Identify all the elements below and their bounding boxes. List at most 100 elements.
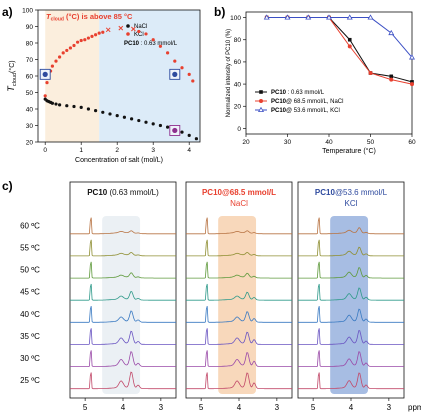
highlight-band (330, 216, 369, 394)
x-tick-label: 4 (349, 403, 354, 412)
legend-label-bold: PC10 (271, 90, 287, 96)
legend-label-rest: : 0.63 mmol/L (286, 90, 325, 96)
spectrum-title-bold: PC10 (315, 188, 336, 197)
data-point-kcl (83, 38, 87, 42)
region-band (99, 10, 200, 142)
data-point-nacl (180, 130, 184, 134)
marker-square (410, 80, 414, 84)
data-point-nacl (151, 122, 155, 126)
data-point-nacl (108, 112, 112, 116)
legend-pc10-rest: : 0.63 mmol/L (139, 41, 178, 47)
y-tick-label: 50 (26, 90, 34, 97)
nmr-trace (186, 306, 292, 323)
legend-label-kcl: KCl (134, 32, 144, 38)
x-tick-label: 3 (159, 403, 164, 412)
panel-label-b: b) (214, 5, 225, 19)
x-tick-label: 4 (121, 403, 126, 412)
marker-square (389, 74, 394, 79)
marker-triangle (367, 14, 374, 20)
y-tick-label: 90 (26, 24, 34, 31)
x-tick-label: 20 (242, 139, 250, 146)
y-tick-label: 30 (26, 123, 34, 130)
y-tick-label: 80 (26, 40, 34, 47)
marker-triangle (388, 29, 395, 36)
y-axis-label-main: T (6, 85, 16, 92)
nmr-trace (186, 283, 292, 301)
nmr-trace (186, 239, 292, 257)
nmr-trace (186, 372, 292, 390)
marker-triangle (263, 14, 270, 20)
data-point-kcl (61, 51, 65, 55)
nmr-trace (70, 306, 176, 323)
y-tick-label: 40 (26, 106, 34, 113)
cross-point (131, 26, 136, 32)
data-point-kcl (187, 72, 191, 76)
marker-circle (389, 77, 394, 82)
spectrum-title-rest: (0.63 mmol/L) (107, 188, 159, 197)
data-point-nacl (79, 105, 83, 109)
y-axis-label: Tcloud(°C) (6, 60, 18, 91)
nmr-trace (70, 350, 176, 367)
data-point-kcl (191, 79, 195, 83)
legend-label: PC10@ 53.6 mmol/L, KCl (271, 108, 340, 114)
y-axis-label-unit: (°C) (8, 60, 16, 73)
y-axis-label-sub: cloud (12, 73, 18, 86)
annotation: Tcloud (°C) is above 85 °C (46, 12, 133, 23)
data-point-kcl (97, 31, 101, 35)
temperature-label: 50 ºC (20, 266, 40, 275)
marker-point (172, 71, 178, 77)
data-point-kcl (180, 66, 184, 70)
data-point-nacl (101, 110, 105, 114)
data-point-nacl (72, 104, 76, 109)
x-axis-unit: ppm (408, 403, 421, 412)
nmr-trace (70, 283, 176, 301)
temperature-label: 25 ºC (20, 376, 40, 385)
marker-circle (347, 44, 352, 49)
data-point-kcl (166, 51, 170, 55)
cross-point (118, 25, 124, 31)
data-point-kcl (72, 43, 76, 48)
data-point-kcl (101, 30, 105, 34)
x-tick-label: 60 (408, 139, 416, 146)
data-point-nacl (166, 125, 170, 129)
y-tick-label: 0 (237, 126, 241, 133)
x-axis-label: Concentration of salt (mol/L) (75, 157, 163, 164)
nmr-trace (298, 328, 404, 345)
data-point-kcl (94, 33, 98, 37)
x-tick-label: 1 (79, 147, 83, 154)
panel-label-c: c) (2, 179, 13, 193)
data-point-kcl (151, 38, 155, 42)
data-point-kcl (173, 59, 177, 63)
marker-circle (368, 71, 373, 75)
data-point-nacl (115, 114, 119, 118)
plot-frame (245, 11, 413, 135)
nmr-trace (298, 372, 404, 390)
data-point-kcl (144, 32, 148, 36)
nmr-trace (70, 261, 176, 279)
marker-triangle (305, 14, 312, 20)
marker-triangle (284, 14, 291, 20)
legend-label-bold: PC10 (271, 108, 287, 114)
x-tick-label: 40 (325, 139, 333, 146)
data-point-nacl (130, 117, 134, 121)
series-line (266, 17, 413, 58)
nmr-trace (298, 261, 404, 279)
data-point-kcl (90, 34, 94, 39)
region-band (45, 10, 100, 142)
temperature-label: 60 ºC (20, 221, 40, 230)
spectrum-title-bold: PC10 (87, 188, 108, 197)
spectrum-subtitle: NaCl (230, 199, 248, 208)
data-point-kcl (45, 81, 49, 85)
nmr-trace (70, 371, 176, 390)
legend-label: PC10 : 0.63 mmol/L (271, 90, 325, 96)
data-point-nacl (58, 103, 62, 107)
x-tick-label: 3 (275, 403, 280, 412)
nmr-trace (298, 350, 404, 367)
legend-marker-kcl (126, 32, 130, 36)
chart-c: 60 ºC 55 ºC 50 ºC 45 ºC 40 ºC 35 ºC 30 ºC 25 ºC… (20, 181, 421, 412)
y-tick-label: 40 (234, 81, 242, 88)
highlight-band (102, 216, 141, 394)
y-tick-label: 60 (234, 59, 242, 66)
annotation-t: T (46, 12, 52, 21)
